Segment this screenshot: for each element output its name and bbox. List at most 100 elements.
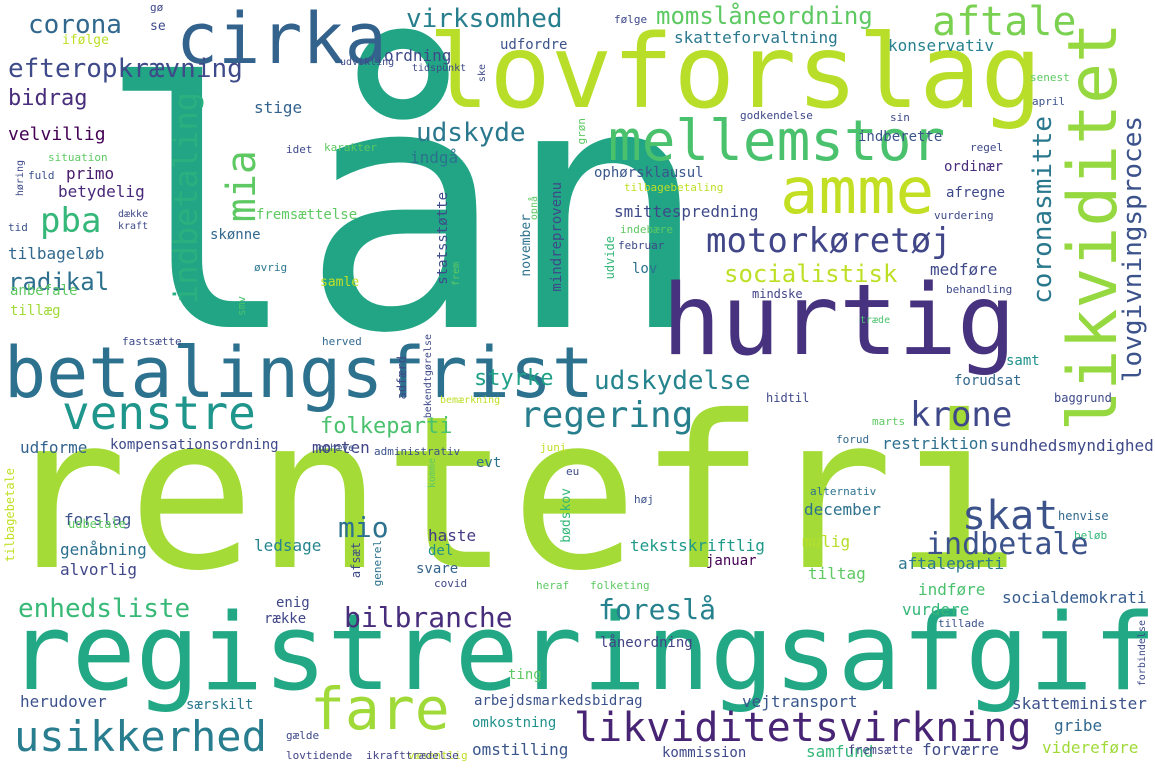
word: samle <box>320 275 360 290</box>
word: samt <box>1006 353 1040 369</box>
word: morten <box>312 438 370 457</box>
word: administrativ <box>374 445 461 458</box>
word: bødskov <box>559 488 574 543</box>
word: udvikling <box>340 57 395 68</box>
word: henvise <box>1058 509 1109 523</box>
word: bilbranche <box>344 601 513 634</box>
word: vurdering <box>934 209 994 222</box>
word: vejtransport <box>742 692 858 711</box>
word: januar <box>706 553 757 569</box>
word: tidspunkt <box>412 63 467 74</box>
word: primo <box>66 164 115 183</box>
word: tillæg <box>10 303 61 319</box>
word: indføre <box>918 580 986 599</box>
word: indebære <box>620 223 673 236</box>
word: tilbagebetaling <box>624 181 724 194</box>
word: mindreprovenu <box>549 182 565 292</box>
word: aftale <box>932 0 1077 45</box>
word: forudsat <box>954 373 1022 389</box>
word: omkostning <box>472 715 557 731</box>
word: herved <box>322 335 362 348</box>
word: forværre <box>922 740 1000 759</box>
word: socialistisk <box>724 260 898 288</box>
word: mellemstor <box>608 109 946 174</box>
word: hidtil <box>766 391 810 405</box>
word: tid <box>8 221 28 234</box>
word: fremsættelse <box>256 207 358 223</box>
word: marts <box>872 415 906 428</box>
word: høj <box>634 493 654 506</box>
word: april <box>1032 95 1066 108</box>
word: ordinær <box>944 159 1004 175</box>
word: følge <box>614 13 648 26</box>
word: samfund <box>806 742 874 761</box>
word: ifølge <box>62 33 109 48</box>
word: svare <box>416 561 459 577</box>
word: bekendtgørelse <box>423 334 434 419</box>
word: alvorlig <box>60 560 138 579</box>
word: cirka <box>176 0 387 80</box>
word: beløb <box>1074 529 1108 542</box>
word: amme <box>780 155 935 229</box>
word: december <box>804 500 882 519</box>
word: fastsætte <box>122 335 182 348</box>
word: behandling <box>946 283 1013 296</box>
word: alternativ <box>810 485 877 498</box>
word: udforme <box>20 438 88 457</box>
word: kommission <box>662 745 747 761</box>
word: smv <box>235 296 248 316</box>
word: fuld <box>28 169 55 182</box>
word: tillade <box>938 617 985 630</box>
word: udfordre <box>500 37 568 53</box>
word: usikkerhed <box>14 712 267 761</box>
word: betydelig <box>58 182 145 201</box>
word: ordning <box>384 46 452 65</box>
word: udvide <box>603 236 617 280</box>
word: skatteforvaltning <box>674 28 838 47</box>
word: låneordning <box>600 635 693 651</box>
word: ophæve <box>318 443 355 454</box>
word: regering <box>520 395 694 436</box>
word: evt <box>476 455 502 471</box>
word: bemærkning <box>440 395 501 406</box>
word: kraft <box>118 221 149 232</box>
word: mio <box>338 511 389 544</box>
word: afsæt <box>349 542 363 579</box>
word: række <box>264 611 307 627</box>
word: genåbning <box>60 540 147 559</box>
word: omstilling <box>472 740 569 759</box>
word: tekstskriftlig <box>630 536 765 555</box>
word: restriktion <box>882 434 988 453</box>
word: øvrig <box>254 261 288 274</box>
word: smittespredning <box>614 202 759 221</box>
word: bidrag <box>8 86 88 111</box>
word: lov <box>632 261 658 277</box>
word: træde <box>860 315 891 326</box>
word: grøn <box>575 118 588 145</box>
word: lån <box>96 12 711 408</box>
word: indberette <box>858 129 943 145</box>
word: tiltag <box>808 564 866 583</box>
word: afregne <box>946 185 1006 201</box>
word: momslåneordning <box>656 2 873 30</box>
word: senest <box>1030 71 1070 84</box>
word: skatteminister <box>1012 694 1147 713</box>
word: videreføre <box>1042 738 1139 757</box>
word: forud <box>836 433 870 446</box>
word: eu <box>566 465 580 478</box>
word: indgå <box>410 148 459 167</box>
word: godkendelse <box>740 109 813 122</box>
word: betalingsfrist <box>4 332 595 414</box>
word: ting <box>508 667 542 683</box>
word: skønne <box>210 227 261 243</box>
word: pba <box>40 201 102 241</box>
word: udskydelse <box>594 366 751 396</box>
word: februar <box>618 239 665 252</box>
word: likviditetsvirkning <box>574 705 1032 751</box>
word: heraf <box>536 579 570 592</box>
word: tilbagebetale <box>3 468 17 562</box>
word: venstre <box>62 386 256 440</box>
word: aftaleparti <box>898 554 1004 573</box>
word: ske <box>477 64 488 83</box>
